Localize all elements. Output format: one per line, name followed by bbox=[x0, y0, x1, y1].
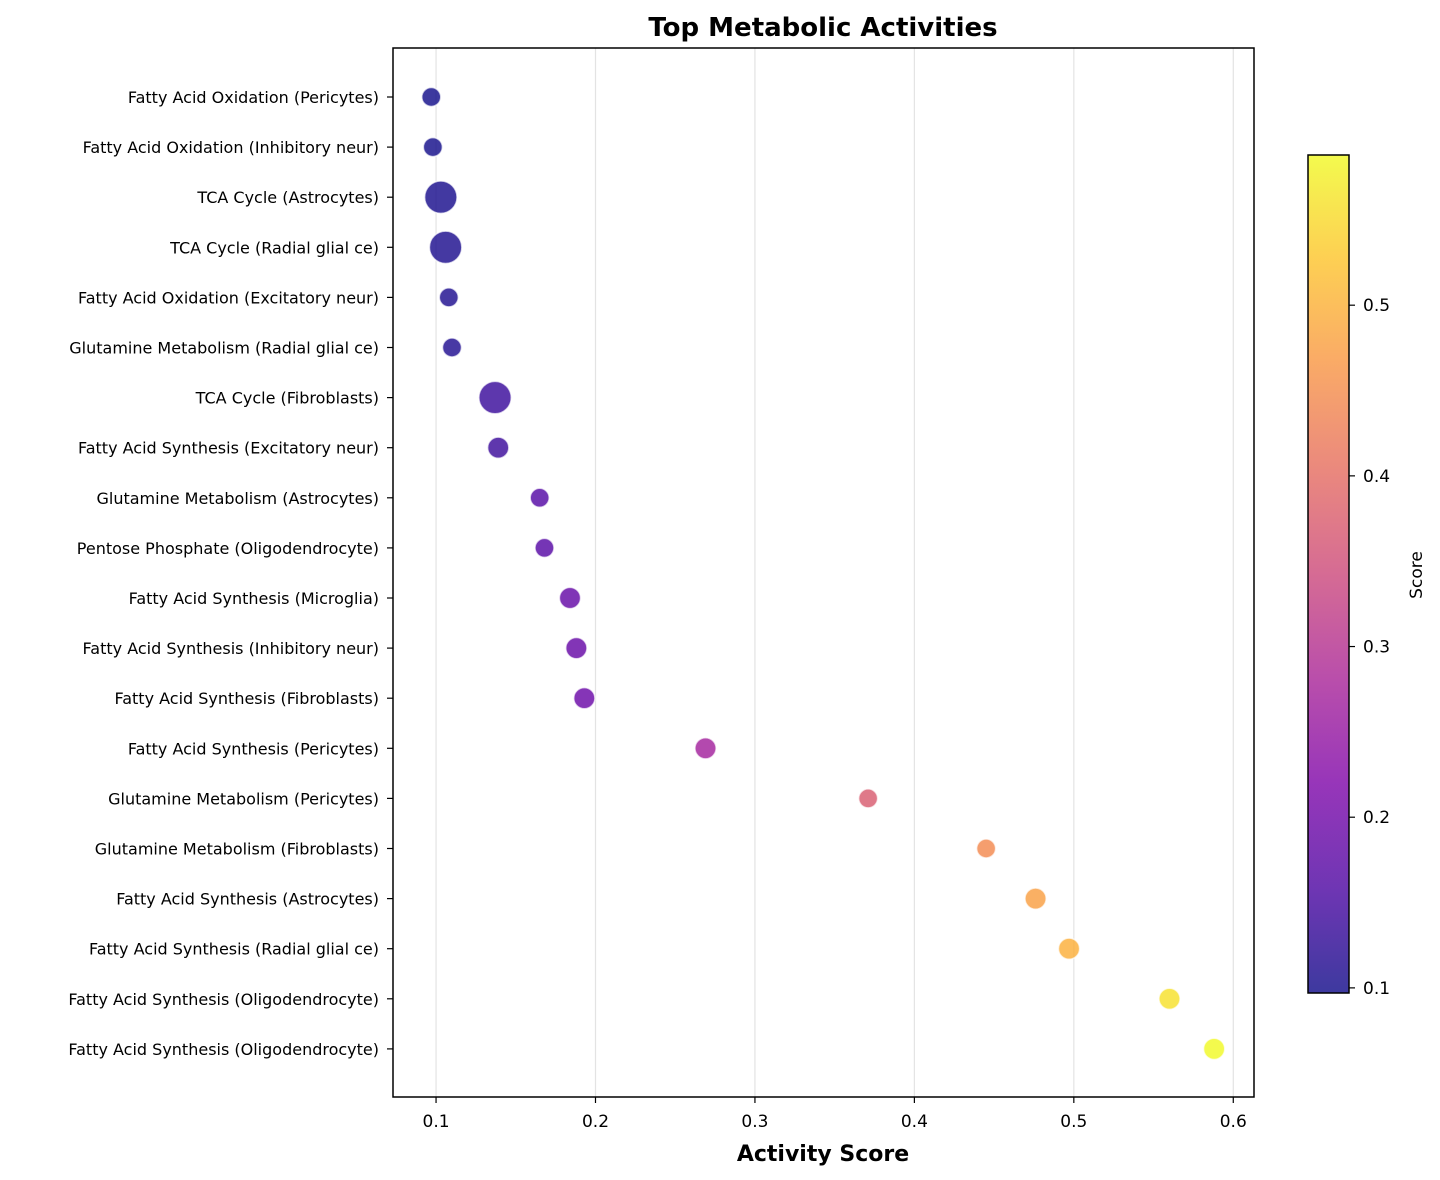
data-point bbox=[1024, 887, 1047, 910]
y-tick-label: Fatty Acid Synthesis (Inhibitory neur) bbox=[83, 639, 379, 658]
y-tick-label: Fatty Acid Synthesis (Oligodendrocyte) bbox=[68, 1040, 379, 1059]
x-tick-label: 0.6 bbox=[1220, 1112, 1247, 1132]
y-tick-label: Fatty Acid Synthesis (Oligodendrocyte) bbox=[68, 990, 379, 1009]
colorbar-tick-label: 0.5 bbox=[1363, 296, 1390, 316]
data-point bbox=[421, 86, 442, 108]
y-tick-label: TCA Cycle (Radial glial ce) bbox=[169, 238, 379, 257]
y-tick-label: TCA Cycle (Fibroblasts) bbox=[195, 389, 379, 408]
y-tick-label: Fatty Acid Synthesis (Astrocytes) bbox=[116, 890, 379, 909]
data-point bbox=[558, 586, 582, 610]
colorbar-tick-label: 0.1 bbox=[1363, 979, 1390, 999]
data-point bbox=[1158, 987, 1181, 1011]
x-tick-label: 0.3 bbox=[741, 1112, 768, 1132]
colorbar-tick-label: 0.3 bbox=[1363, 638, 1390, 658]
colorbar-ticks: 0.1 0.2 0.3 0.4 0.5 bbox=[1349, 296, 1390, 999]
colorbar-label: Score bbox=[1407, 551, 1427, 599]
chart-title: Top Metabolic Activities bbox=[648, 13, 997, 43]
data-point bbox=[441, 337, 463, 358]
data-point bbox=[438, 287, 460, 308]
plot-frame bbox=[392, 47, 1255, 1098]
data-point bbox=[857, 788, 879, 809]
colorbar-tick-label: 0.4 bbox=[1363, 467, 1390, 487]
y-tick-label: Fatty Acid Synthesis (Radial glial ce) bbox=[89, 940, 379, 959]
data-point bbox=[486, 436, 510, 460]
y-tick-label: Fatty Acid Synthesis (Fibroblasts) bbox=[114, 689, 379, 708]
y-tick-label: TCA Cycle (Astrocytes) bbox=[196, 188, 379, 207]
y-tick-label: Glutamine Metabolism (Pericytes) bbox=[108, 789, 379, 808]
x-tick-label: 0.1 bbox=[423, 1112, 450, 1132]
colorbar-gradient bbox=[1308, 155, 1349, 993]
x-gridlines bbox=[435, 48, 1234, 1097]
colorbar-tick-label: 0.2 bbox=[1363, 808, 1390, 828]
x-tick-label: 0.4 bbox=[901, 1112, 928, 1132]
data-point bbox=[534, 537, 555, 559]
data-point bbox=[428, 230, 463, 265]
y-tick-label: Fatty Acid Synthesis (Pericytes) bbox=[128, 739, 379, 758]
x-tick-label: 0.5 bbox=[1060, 1112, 1087, 1132]
data-point bbox=[529, 487, 550, 509]
data-points bbox=[421, 86, 1226, 1061]
data-point bbox=[572, 686, 596, 710]
colorbar: 0.1 0.2 0.3 0.4 0.5 Score bbox=[1307, 154, 1427, 999]
data-point bbox=[1057, 937, 1081, 961]
data-point bbox=[423, 180, 458, 215]
data-point bbox=[565, 636, 588, 660]
y-tick-label: Pentose Phosphate (Oligodendrocyte) bbox=[77, 539, 379, 558]
y-tick-label: Glutamine Metabolism (Fibroblasts) bbox=[95, 840, 379, 859]
colorbar-frame bbox=[1307, 154, 1350, 994]
data-point bbox=[422, 136, 444, 158]
x-axis-label: Activity Score bbox=[737, 1142, 909, 1167]
y-tick-label: Glutamine Metabolism (Astrocytes) bbox=[96, 489, 379, 508]
y-tick-label: Glutamine Metabolism (Radial glial ce) bbox=[69, 339, 379, 358]
y-tick-label: Fatty Acid Oxidation (Pericytes) bbox=[128, 88, 379, 107]
y-tick-label: Fatty Acid Oxidation (Inhibitory neur) bbox=[83, 138, 379, 157]
y-tick-label: Fatty Acid Oxidation (Excitatory neur) bbox=[78, 288, 379, 307]
data-point bbox=[478, 380, 512, 415]
x-axis-tick-labels: 0.1 0.2 0.3 0.4 0.5 0.6 bbox=[423, 1097, 1247, 1132]
y-axis-tick-labels: Fatty Acid Oxidation (Pericytes) Fatty Ac… bbox=[68, 88, 393, 1059]
data-point bbox=[694, 736, 717, 760]
y-tick-label: Fatty Acid Synthesis (Microglia) bbox=[129, 589, 379, 608]
x-tick-label: 0.2 bbox=[582, 1112, 609, 1132]
y-tick-label: Fatty Acid Synthesis (Excitatory neur) bbox=[78, 439, 379, 458]
data-point bbox=[1202, 1037, 1226, 1061]
data-point bbox=[975, 838, 997, 859]
